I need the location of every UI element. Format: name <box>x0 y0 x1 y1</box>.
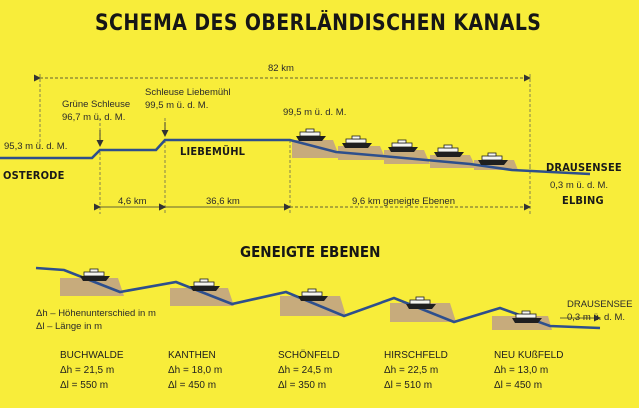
end-lake: DRAUSENSEE <box>546 161 622 174</box>
segment3-label: 9,6 km geneigte Ebenen <box>352 196 455 207</box>
bottom-canal-profile <box>35 266 601 330</box>
station-dh: Δh = 21,5 m <box>60 365 115 376</box>
start-town: OSTERODE <box>3 169 65 182</box>
legend-dl: Δl – Länge in m <box>36 321 103 332</box>
end-town: ELBING <box>562 194 604 207</box>
bottom-end-lake: DRAUSENSEE <box>567 299 633 310</box>
middle-town: LIEBEMÜHL <box>180 145 246 158</box>
station-dl: Δl = 450 m <box>168 380 217 391</box>
station-name: KANTHEN <box>168 350 216 361</box>
total-length-label: 82 km <box>268 63 294 74</box>
bottom-end-elevation: 0,3 m ü. d. M. <box>567 312 626 323</box>
station-dl: Δl = 550 m <box>60 380 109 391</box>
lock2-name: Schleuse Liebemühl <box>145 87 231 98</box>
bottom-ramps <box>60 278 552 330</box>
lock2-elevation: 99,5 m ü. d. M. <box>145 100 209 111</box>
summit-elevation: 99,5 m ü. d. M. <box>283 107 347 118</box>
end-elevation: 0,3 m ü. d. M. <box>550 180 609 191</box>
station-name: BUCHWALDE <box>60 350 124 361</box>
station-dh: Δh = 18,0 m <box>168 365 223 376</box>
station-dh: Δh = 13,0 m <box>494 365 549 376</box>
station-name: SCHÖNFELD <box>278 350 340 361</box>
start-elevation: 95,3 m ü. d. M. <box>4 141 68 152</box>
dimension-guides <box>39 74 531 214</box>
station-dh: Δh = 22,5 m <box>384 365 439 376</box>
station-name: NEU KUßFELD <box>494 350 564 361</box>
station-dl: Δl = 510 m <box>384 380 433 391</box>
segment1-label: 4,6 km <box>118 196 147 207</box>
legend-dh: Δh – Höhenunterschied in m <box>36 308 156 319</box>
lock1-name: Grüne Schleuse <box>62 99 131 110</box>
lock1-elevation: 96,7 m ü. d. M. <box>62 112 126 123</box>
station-dl: Δl = 450 m <box>494 380 543 391</box>
segment2-label: 36,6 km <box>206 196 240 207</box>
station-name: HIRSCHFELD <box>384 350 448 361</box>
station-dh: Δh = 24,5 m <box>278 365 333 376</box>
top-canal-profile <box>0 138 591 176</box>
inclined-planes-heading: GENEIGTE EBENEN <box>240 243 381 261</box>
station-dl: Δl = 350 m <box>278 380 327 391</box>
lock-markers <box>96 122 169 147</box>
page-title: SCHEMA DES OBERLÄNDISCHEN KANALS <box>95 11 542 36</box>
